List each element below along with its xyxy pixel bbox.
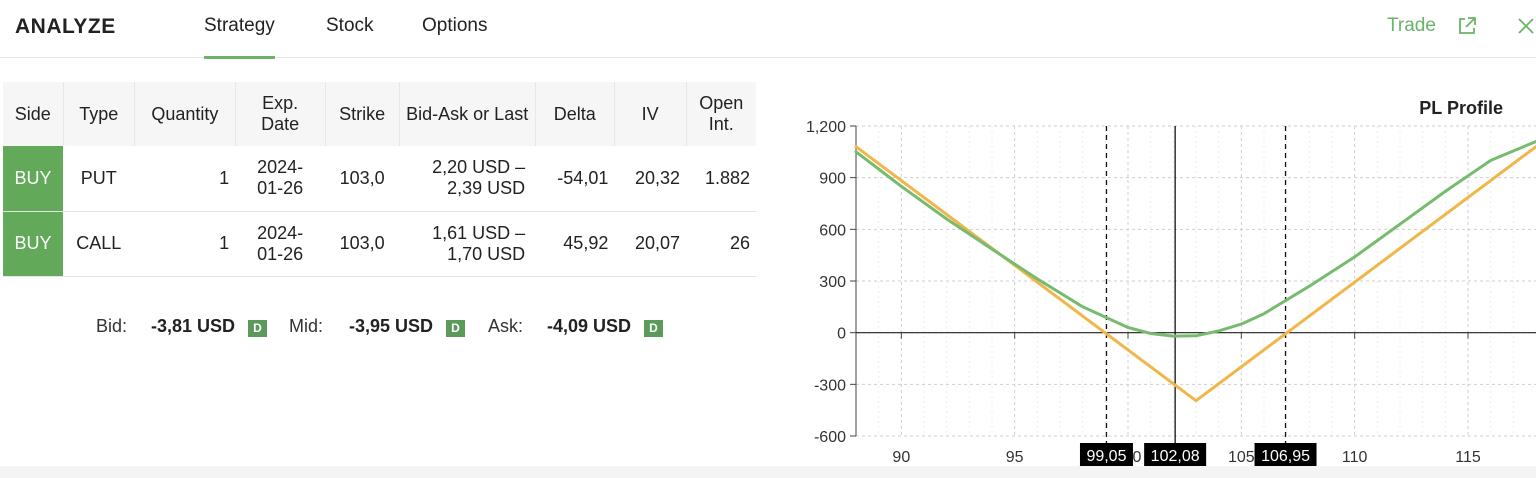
open-interest: 26 bbox=[686, 211, 756, 277]
mid-label: Mid: bbox=[289, 316, 324, 336]
bid-ask-line2: 1,70 USD bbox=[447, 243, 526, 264]
expiry-pl-line bbox=[854, 145, 1536, 403]
column-header-bid-ask: Bid-Ask or Last bbox=[398, 82, 536, 146]
table-row[interactable]: BUY CALL 1 2024- 01-26 103,0 1,61 USD –1,… bbox=[3, 211, 756, 277]
iv: 20,07 bbox=[614, 211, 686, 277]
quantity: 1 bbox=[134, 211, 236, 277]
chart-marker-labels: 99,05 102,08 106,95 bbox=[1079, 443, 1317, 467]
trade-button[interactable]: Trade bbox=[1387, 15, 1436, 36]
y-tick-label: 1,200 bbox=[806, 119, 846, 136]
y-tick-label: -300 bbox=[814, 377, 846, 394]
side-buy-button[interactable]: BUY bbox=[3, 146, 63, 212]
exp-date-line2: 01-26 bbox=[257, 178, 304, 199]
column-header-side: Side bbox=[3, 82, 63, 146]
marker-label-box bbox=[1079, 443, 1133, 467]
chart-markers bbox=[1105, 126, 1287, 446]
ask-d-badge[interactable]: D bbox=[644, 320, 663, 337]
column-header-iv: IV bbox=[613, 82, 686, 146]
tab-stock[interactable]: Stock bbox=[326, 15, 374, 36]
table-header-row: Side Type Quantity Exp. Date Strike Bid-… bbox=[3, 82, 756, 146]
marker-label-box bbox=[1144, 443, 1207, 467]
pl-profile-chart[interactable]: PL Profile -600 -300 0 300 600 900 1,200 90 95 10… bbox=[770, 80, 1536, 470]
column-header-strike: Strike bbox=[324, 82, 400, 146]
y-tick-label: 900 bbox=[819, 171, 846, 188]
column-header-open-int: Open Int. bbox=[685, 82, 756, 146]
mid-d-badge[interactable]: D bbox=[446, 320, 465, 337]
y-tick-label: -600 bbox=[814, 429, 846, 446]
x-tick-label: 95 bbox=[1006, 449, 1024, 466]
strike: 103,0 bbox=[325, 211, 400, 277]
y-tick-label: 600 bbox=[819, 222, 846, 239]
column-header-exp-date: Exp. Date bbox=[234, 82, 326, 146]
chart-grid bbox=[856, 125, 1536, 437]
option-type: PUT bbox=[63, 146, 135, 212]
app-title: ANALYZE bbox=[15, 15, 116, 38]
bid-d-badge[interactable]: D bbox=[248, 320, 267, 337]
strike: 103,0 bbox=[325, 146, 400, 212]
ask-label: Ask: bbox=[488, 316, 524, 336]
x-tick-label: 90 bbox=[892, 449, 910, 466]
column-header-quantity: Quantity bbox=[134, 82, 236, 146]
bid-label: Bid: bbox=[96, 316, 128, 336]
column-header-type: Type bbox=[62, 82, 135, 146]
delta: 45,92 bbox=[535, 211, 615, 277]
open-interest: 1.882 bbox=[686, 146, 756, 212]
table-row[interactable]: BUY PUT 1 2024- 01-26 103,0 2,20 USD –2,3… bbox=[3, 146, 756, 212]
delta: -54,01 bbox=[535, 146, 615, 212]
external-link-icon[interactable] bbox=[1456, 15, 1478, 37]
y-tick-label: 0 bbox=[837, 326, 846, 343]
today-pl-line bbox=[854, 140, 1536, 338]
x-tick-label: 105 bbox=[1228, 449, 1255, 466]
bid-ask: 2,20 USD –2,39 USD bbox=[399, 146, 536, 212]
tab-strategy[interactable]: Strategy bbox=[204, 15, 275, 59]
exp-date: 2024- 01-26 bbox=[235, 146, 326, 212]
ask-value: -4,09 USD bbox=[547, 316, 632, 336]
marker-label: 102,08 bbox=[1151, 448, 1200, 465]
bid-ask-line1: 1,61 USD – bbox=[432, 222, 526, 243]
quantity: 1 bbox=[134, 146, 236, 212]
bid-value: -3,81 USD bbox=[151, 316, 236, 336]
column-header-delta: Delta bbox=[534, 82, 615, 146]
exp-date-line1: 2024- bbox=[257, 157, 304, 178]
x-tick-label: 110 bbox=[1342, 449, 1368, 466]
x-tick-label: 115 bbox=[1455, 449, 1481, 466]
close-icon[interactable] bbox=[1515, 14, 1536, 38]
y-tick-label: 300 bbox=[819, 274, 846, 291]
side-buy-button[interactable]: BUY bbox=[3, 211, 63, 277]
mid-value: -3,95 USD bbox=[349, 316, 434, 336]
top-bar: ANALYZE Strategy Stock Options Trade bbox=[0, 0, 1536, 59]
bid-ask: 1,61 USD –1,70 USD bbox=[399, 211, 536, 277]
marker-label-box bbox=[1254, 443, 1317, 467]
exp-date-line1: 2024- bbox=[257, 222, 304, 243]
bid-ask-line2: 2,39 USD bbox=[447, 178, 526, 199]
marker-label: 106,95 bbox=[1261, 448, 1310, 465]
marker-label: 99,05 bbox=[1086, 448, 1126, 465]
bottom-strip bbox=[0, 466, 1536, 478]
chart-title: PL Profile bbox=[1419, 98, 1503, 118]
exp-date: 2024- 01-26 bbox=[235, 211, 326, 277]
tab-options[interactable]: Options bbox=[422, 15, 488, 36]
bid-ask-line1: 2,20 USD – bbox=[432, 157, 526, 178]
exp-date-line2: 01-26 bbox=[257, 243, 304, 264]
iv: 20,32 bbox=[614, 146, 686, 212]
strategy-legs-table: Side Type Quantity Exp. Date Strike Bid-… bbox=[3, 82, 756, 277]
chart-series bbox=[854, 140, 1536, 403]
option-type: CALL bbox=[63, 211, 135, 277]
